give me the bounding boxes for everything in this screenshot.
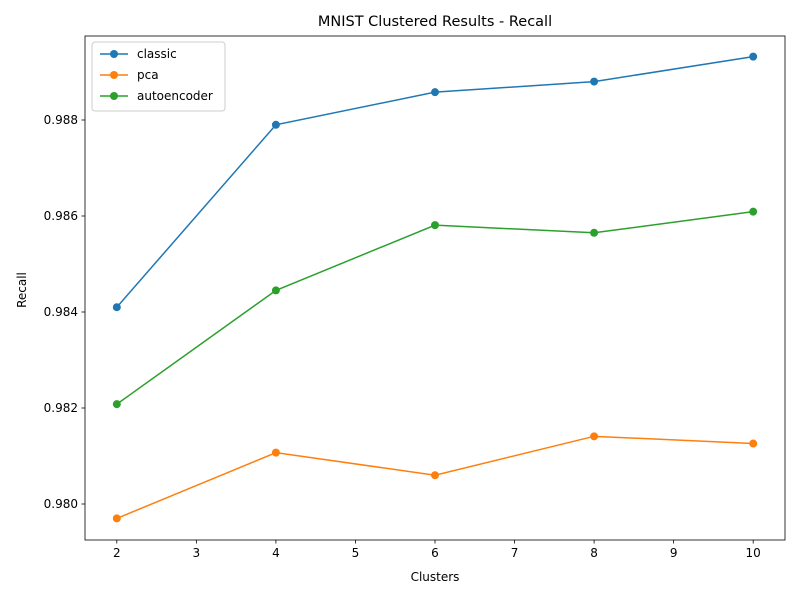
data-point-classic [431, 88, 439, 97]
x-tick-label: 9 [670, 546, 678, 560]
data-point-autoencoder [271, 286, 280, 295]
x-tick-label: 5 [352, 546, 360, 560]
y-tick-label: 0.980 [44, 497, 78, 511]
x-tick-label: 4 [272, 546, 280, 560]
legend-box [91, 41, 226, 112]
legend: classic pca autoencoder [91, 41, 226, 112]
data-point-classic [271, 120, 280, 129]
data-point-pca [271, 448, 280, 457]
x-tick-label: 10 [746, 546, 761, 560]
legend-marker-classic [110, 50, 118, 58]
legend-marker-pca [110, 71, 118, 79]
data-point-pca [749, 439, 758, 448]
data-point-classic [112, 303, 121, 312]
x-tick-label: 8 [590, 546, 598, 560]
y-tick-label: 0.986 [44, 209, 78, 223]
data-point-autoencoder [749, 207, 758, 216]
y-tick-label: 0.988 [44, 113, 78, 127]
data-point-classic [590, 77, 599, 86]
x-tick-label: 2 [113, 546, 121, 560]
y-tick-label: 0.982 [44, 401, 78, 415]
data-point-autoencoder [431, 221, 439, 230]
y-tick-label: 0.984 [44, 305, 78, 319]
x-tick-label: 6 [431, 546, 439, 560]
legend-label-classic: classic [137, 47, 177, 61]
x-axis-label: Clusters [411, 570, 460, 584]
y-axis-label: Recall [15, 272, 29, 308]
data-point-pca [590, 432, 599, 441]
x-tick-label: 7 [511, 546, 519, 560]
data-point-autoencoder [590, 228, 599, 237]
plot-area: 2 3 4 5 6 7 8 9 10 0.980 0.982 0.984 0.986 0.988 class… [44, 35, 786, 560]
data-point-pca [112, 514, 121, 523]
data-point-classic [749, 52, 758, 61]
data-point-autoencoder [112, 400, 121, 409]
data-point-pca [431, 471, 439, 480]
legend-label-autoencoder: autoencoder [137, 89, 213, 103]
legend-label-pca: pca [137, 68, 159, 82]
x-tick-label: 3 [193, 546, 201, 560]
chart-title: MNIST Clustered Results - Recall [318, 14, 552, 30]
legend-marker-autoencoder [110, 92, 118, 100]
